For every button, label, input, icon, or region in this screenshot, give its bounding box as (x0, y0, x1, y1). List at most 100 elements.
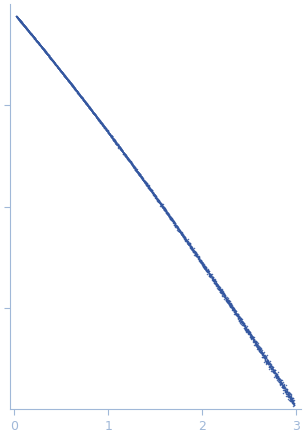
Point (281, 381, 286, 388)
Point (197, 257, 202, 264)
Point (34, 37, 39, 44)
Point (93, 113, 98, 120)
Point (233, 307, 238, 314)
Point (182, 235, 187, 242)
Point (233, 307, 238, 314)
Point (97, 117, 102, 124)
Point (148, 186, 153, 193)
Point (97, 117, 102, 124)
Point (272, 374, 277, 381)
Point (229, 301, 234, 308)
Point (42, 47, 47, 54)
Point (267, 362, 272, 369)
Point (68, 79, 73, 86)
Point (143, 180, 148, 187)
Point (137, 170, 142, 177)
Point (47, 53, 52, 60)
Point (100, 121, 105, 128)
Point (165, 210, 170, 217)
Point (172, 219, 177, 226)
Point (86, 104, 91, 111)
Point (139, 173, 144, 180)
Point (131, 162, 135, 169)
Point (136, 170, 141, 177)
Point (146, 182, 151, 189)
Point (29, 32, 34, 39)
Point (220, 290, 225, 297)
Point (87, 104, 92, 111)
Point (234, 311, 239, 318)
Point (110, 134, 115, 141)
Point (270, 364, 275, 371)
Point (27, 29, 32, 36)
Point (60, 70, 65, 77)
Point (70, 82, 75, 89)
Point (187, 240, 192, 247)
Point (257, 346, 261, 353)
Point (214, 280, 219, 287)
Point (95, 114, 100, 121)
Point (183, 235, 188, 242)
Point (47, 54, 52, 61)
Point (287, 398, 292, 405)
Point (242, 325, 246, 332)
Point (101, 122, 106, 129)
Point (181, 233, 186, 240)
Point (125, 155, 130, 162)
Point (274, 371, 279, 378)
Point (53, 61, 58, 68)
Point (154, 194, 159, 201)
Point (200, 262, 205, 269)
Point (136, 170, 141, 177)
Point (121, 150, 126, 157)
Point (20, 20, 25, 27)
Point (90, 108, 95, 115)
Point (263, 351, 267, 358)
Point (267, 363, 272, 370)
Point (279, 380, 284, 387)
Point (39, 43, 44, 50)
Point (167, 213, 172, 220)
Point (57, 65, 62, 72)
Point (25, 26, 30, 33)
Point (118, 146, 123, 153)
Point (230, 305, 235, 312)
Point (25, 26, 30, 33)
Point (81, 97, 86, 104)
Point (42, 46, 47, 53)
Point (19, 18, 24, 25)
Point (96, 115, 101, 122)
Point (34, 38, 39, 45)
Point (166, 209, 170, 216)
Point (244, 327, 249, 334)
Point (259, 347, 264, 354)
Point (196, 254, 200, 261)
Point (267, 365, 272, 372)
Point (246, 328, 251, 335)
Point (257, 347, 262, 354)
Point (182, 232, 187, 239)
Point (190, 246, 195, 253)
Point (142, 178, 147, 185)
Point (271, 366, 276, 373)
Point (27, 29, 32, 36)
Point (82, 98, 87, 105)
Point (215, 282, 220, 289)
Point (73, 86, 78, 93)
Point (40, 45, 45, 52)
Point (81, 96, 85, 103)
Point (28, 30, 33, 37)
Point (232, 307, 237, 314)
Point (26, 27, 31, 34)
Point (259, 349, 264, 356)
Point (211, 276, 216, 283)
Point (171, 219, 176, 226)
Point (232, 306, 237, 313)
Point (111, 136, 116, 143)
Point (50, 57, 55, 64)
Point (234, 310, 239, 317)
Point (234, 311, 239, 318)
Point (94, 114, 99, 121)
Point (253, 342, 258, 349)
Point (139, 174, 144, 181)
